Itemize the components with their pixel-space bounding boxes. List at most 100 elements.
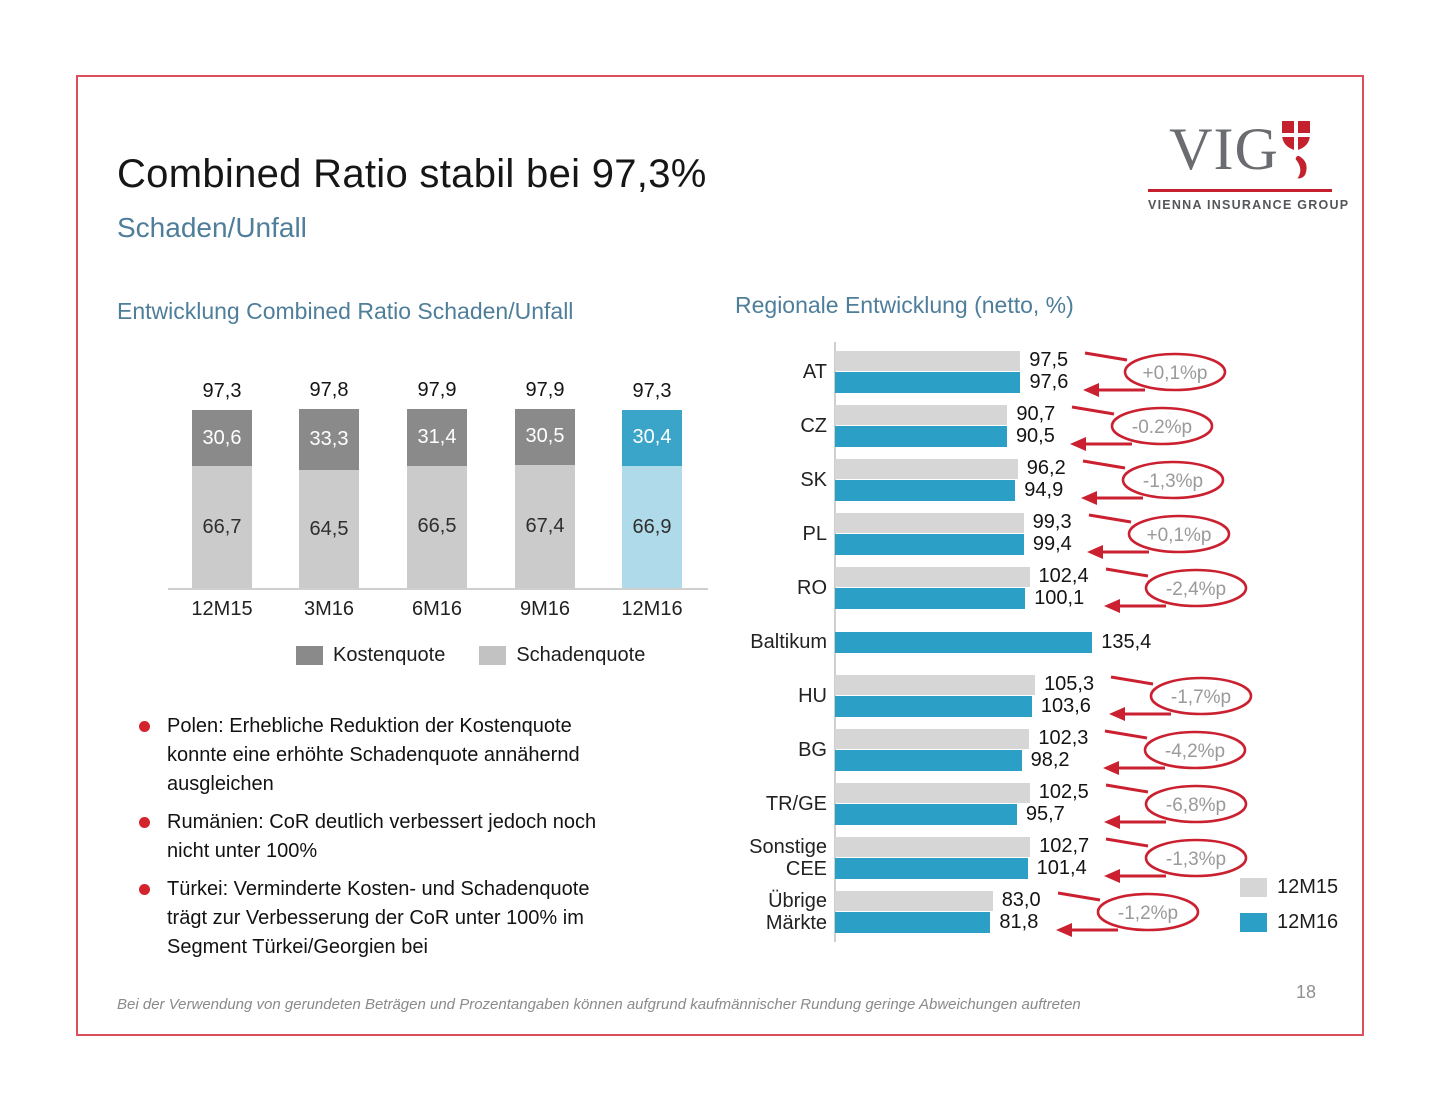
value-12m15-at: 97,5 [1029, 349, 1069, 371]
bullet-polen: Polen: Erhebliche Reduktion der Kostenqu… [139, 712, 739, 799]
12m16-swatch [1240, 913, 1267, 932]
delta-arrow-ellipse-icon: -2,4%p [1103, 567, 1247, 613]
region-label--brige-m-rkte: Übrige Märkte [725, 890, 827, 934]
vig-logo-text: VIG [1169, 116, 1279, 182]
value-12m16--brige-m-rkte: 81,8 [999, 911, 1039, 933]
legend-item-12m15: 12M15 [1240, 876, 1338, 899]
regional-chart: AT 97,5 97,6 +0,1%p CZ 90,7 90,5 -0.2%p SK 96,2 94… [725, 330, 1370, 970]
bar-12m15-cz [835, 405, 1008, 425]
schadenquote-bar-3m16: 64,5 [299, 469, 359, 588]
value-12m15--brige-m-rkte: 83,0 [1001, 889, 1041, 911]
bullet-icon [139, 817, 150, 828]
delta-arrow-ellipse-icon: -0.2%p [1070, 405, 1214, 451]
region-label-line: AT [802, 361, 827, 383]
page-number: 18 [1296, 982, 1317, 1002]
value-12m15-pl: 99,3 [1032, 511, 1072, 533]
right-chart-legend: 12M15 12M16 [1240, 876, 1338, 934]
delta-annotation-tr-ge: -6,8%p [1102, 776, 1252, 834]
kostenquote-bar-12m16: 30,4 [622, 409, 682, 466]
value-12m15-sk: 96,2 [1026, 457, 1066, 479]
value-12m16-at: 97,6 [1029, 371, 1069, 393]
bullet-tuerkei-text: Türkei: Verminderte Kosten- und Schadenq… [167, 878, 590, 958]
value-12m16-ro: 100,1 [1034, 587, 1085, 609]
delta-annotation-pl: +0,1%p [1085, 506, 1235, 564]
region-label-tr-ge: TR/GE [725, 783, 827, 825]
svg-text:-6,8%p: -6,8%p [1166, 795, 1226, 816]
value-12m16-tr-ge: 95,7 [1025, 803, 1065, 825]
region-label-line: Übrige [768, 890, 827, 912]
footnote: Bei der Verwendung von gerundeten Beträg… [117, 996, 1081, 1013]
bullet-icon [139, 884, 150, 895]
delta-arrow-ellipse-icon: -1,3%p [1080, 459, 1225, 505]
svg-text:-1,7%p: -1,7%p [1171, 687, 1231, 708]
bar-12m15-hu [835, 675, 1036, 695]
value-12m15-cz: 90,7 [1016, 403, 1056, 425]
12m16-legend-label: 12M16 [1277, 911, 1339, 933]
schadenquote-swatch [479, 646, 507, 665]
12m15-legend-label: 12M15 [1277, 876, 1339, 898]
value-12m15-bg: 102,3 [1038, 727, 1089, 749]
bar-12m16-sonstige-cee [835, 858, 1028, 879]
region-label-line: Baltikum [750, 631, 827, 653]
bullet-polen-text: Polen: Erhebliche Reduktion der Kostenqu… [167, 715, 580, 795]
bar-12m15-pl [835, 513, 1024, 533]
value-12m16-cz: 90,5 [1015, 425, 1055, 447]
region-label-cz: CZ [725, 405, 827, 447]
vig-logo-caption: VIENNA INSURANCE GROUP [1148, 198, 1350, 212]
logo-divider [1148, 189, 1332, 192]
svg-text:+0,1%p: +0,1%p [1143, 363, 1208, 384]
category-label-3m16: 3M16 [303, 598, 355, 620]
bar-12m16-baltikum [835, 632, 1093, 653]
delta-annotation-hu: -1,7%p [1107, 668, 1257, 726]
bar-12m16-hu [835, 696, 1032, 717]
category-label-12m16: 12M16 [621, 598, 683, 620]
region-label-line: RO [797, 577, 827, 599]
commentary-list: Polen: Erhebliche Reduktion der Kostenqu… [139, 712, 739, 971]
region-label-line: BG [798, 739, 827, 761]
region-label-hu: HU [725, 675, 827, 717]
svg-text:+0,1%p: +0,1%p [1146, 525, 1211, 546]
category-label-6m16: 6M16 [411, 598, 463, 620]
bar-12m15-ro [835, 567, 1030, 587]
schadenquote-legend-label: Schadenquote [516, 644, 646, 666]
bar-12m15-at [835, 351, 1021, 371]
legend-item-schadenquote: Schadenquote [479, 644, 645, 667]
left-chart-legend: Kostenquote Schadenquote [296, 644, 645, 667]
region-label-bg: BG [725, 729, 827, 771]
legend-item-kostenquote: Kostenquote [296, 644, 445, 667]
value-12m16-baltikum: 135,4 [1101, 631, 1152, 653]
value-12m16-sonstige-cee: 101,4 [1036, 857, 1087, 879]
bar-12m16-at [835, 372, 1021, 393]
delta-arrow-ellipse-icon: +0,1%p [1086, 513, 1231, 559]
region-label-line: SK [800, 469, 827, 491]
combined-ratio-chart: 97,3 30,6 66,7 12M15 97,8 33,3 64,5 3M16 97,9 31,… [117, 330, 729, 640]
delta-annotation-ro: -2,4%p [1102, 560, 1252, 618]
value-12m16-pl: 99,4 [1032, 533, 1072, 555]
delta-annotation-sk: -1,3%p [1079, 452, 1229, 510]
kostenquote-bar-3m16: 33,3 [299, 409, 359, 470]
bar-12m15-bg [835, 729, 1030, 749]
value-12m16-bg: 98,2 [1030, 749, 1070, 771]
bar-12m16-cz [835, 426, 1007, 447]
left-chart-baseline [168, 588, 708, 590]
delta-arrow-ellipse-icon: +0,1%p [1083, 351, 1227, 397]
schadenquote-bar-6m16: 66,5 [407, 466, 467, 588]
svg-text:-0.2%p: -0.2%p [1132, 417, 1192, 438]
bar-12m16--brige-m-rkte [835, 912, 991, 933]
region-label-sonstige-cee: Sonstige CEE [725, 836, 827, 880]
region-label-pl: PL [725, 513, 827, 555]
svg-text:-1,2%p: -1,2%p [1118, 903, 1178, 924]
schadenquote-bar-12m16: 66,9 [622, 465, 682, 588]
schadenquote-bar-9m16: 67,4 [515, 464, 575, 588]
delta-arrow-ellipse-icon: -1,2%p [1055, 891, 1199, 937]
kostenquote-bar-6m16: 31,4 [407, 408, 467, 467]
bar-12m16-pl [835, 534, 1024, 555]
left-chart-heading: Entwicklung Combined Ratio Schaden/Unfal… [117, 298, 574, 324]
right-chart-heading: Regionale Entwicklung (netto, %) [735, 292, 1074, 318]
kostenquote-swatch [296, 646, 323, 665]
total-label-6m16: 97,9 [417, 378, 457, 401]
bar-12m15-sonstige-cee [835, 837, 1031, 857]
vig-logo: VIG VIENNA INSURANCE GROUP [1148, 116, 1350, 212]
svg-text:-1,3%p: -1,3%p [1143, 471, 1203, 492]
region-label-ro: RO [725, 567, 827, 609]
